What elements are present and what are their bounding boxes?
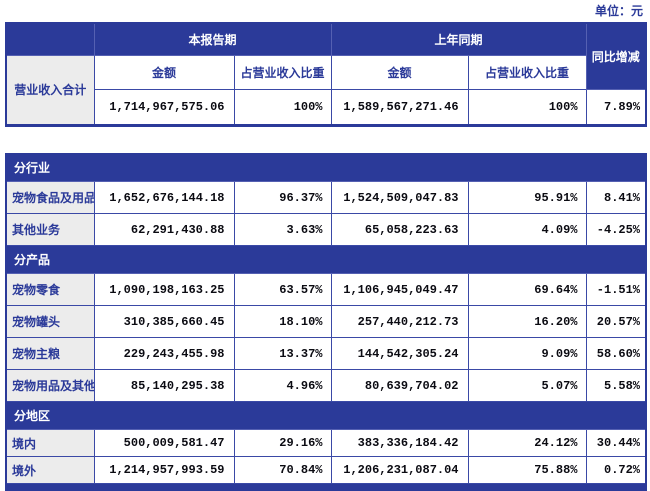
truncated-section-bar [5,483,647,491]
unit-label: 单位：元 [594,4,643,18]
pct-current-cell: 63.57% [233,273,332,306]
table-row: 境外 1,214,957,993.59 70.84% 1,206,231,087… [5,456,647,484]
amount-prior-cell: 257,440,212.73 [330,305,469,338]
table-row: 其他业务 62,291,430.88 3.63% 65,058,223.63 4… [5,213,647,246]
truncated-section-cell [5,483,647,491]
section-header-by-region: 分地区 [5,401,647,430]
amount-current-cell: 1,214,957,993.59 [93,456,235,484]
section-header-by-product: 分产品 [5,245,647,274]
pct-header-prior: 占营业收入比重 [467,54,587,90]
header-spacer-cell [5,22,95,56]
yoy-cell: 0.72% [585,456,647,484]
pct-current-cell: 4.96% [233,369,332,402]
pct-current-cell: 18.10% [233,305,332,338]
pct-current-cell: 70.84% [233,456,332,484]
table-row: 宠物罐头 310,385,660.45 18.10% 257,440,212.7… [5,305,647,338]
row-label: 宠物零食 [5,273,95,306]
pct-prior-cell: 16.20% [467,305,587,338]
table-row: 宠物零食 1,090,198,163.25 63.57% 1,106,945,0… [5,273,647,306]
row-label: 其他业务 [5,213,95,246]
yoy-cell: 7.89% [585,88,647,126]
yoy-cell: 58.60% [585,337,647,370]
yoy-cell: 8.41% [585,181,647,214]
yoy-cell: 20.57% [585,305,647,338]
pct-current-cell: 100% [233,88,332,126]
row-label: 宠物用品及其他 [5,369,95,402]
total-revenue-row: 1,714,967,575.06 100% 1,589,567,271.46 1… [6,88,647,126]
pct-prior-cell: 5.07% [467,369,587,402]
amount-current-cell: 1,652,676,144.18 [93,181,235,214]
pct-current-cell: 96.37% [233,181,332,214]
yoy-change-header: 同比增减 [585,22,647,90]
pct-prior-cell: 4.09% [467,213,587,246]
amount-prior-cell: 80,639,704.02 [330,369,469,402]
yoy-cell: 30.44% [585,429,647,457]
amount-current-cell: 229,243,455.98 [93,337,235,370]
amount-header-current: 金额 [93,54,235,90]
amount-prior-cell: 1,206,231,087.04 [330,456,469,484]
amount-current-cell: 1,714,967,575.06 [93,88,235,126]
pct-current-cell: 29.16% [233,429,332,457]
row-label: 宠物食品及用品 [5,181,95,214]
pct-prior-cell: 100% [467,88,587,126]
current-period-header: 本报告期 [93,22,332,56]
amount-prior-cell: 383,336,184.42 [330,429,469,457]
pct-prior-cell: 95.91% [467,181,587,214]
yoy-cell: -4.25% [585,213,647,246]
table-row: 境内 500,009,581.47 29.16% 383,336,184.42 … [5,429,647,457]
total-revenue-label: 营业收入合计 [5,54,95,126]
amount-current-cell: 310,385,660.45 [93,305,235,338]
amount-prior-cell: 65,058,223.63 [330,213,469,246]
revenue-summary-table: 本报告期 上年同期 同比增减 营业收入合计 金额 占营业收入比重 金额 占营业收… [5,22,648,127]
row-label: 宠物主粮 [5,337,95,370]
prior-period-header: 上年同期 [330,22,587,56]
period-header-row: 本报告期 上年同期 同比增减 [5,22,647,90]
row-label: 境外 [5,456,95,484]
yoy-cell: 5.58% [585,369,647,402]
amount-current-cell: 85,140,295.38 [93,369,235,402]
row-label: 宠物罐头 [5,305,95,338]
amount-prior-cell: 1,524,509,047.83 [330,181,469,214]
pct-current-cell: 13.37% [233,337,332,370]
amount-header-prior: 金额 [330,54,469,90]
amount-prior-cell: 1,106,945,049.47 [330,273,469,306]
sub-header-row: 营业收入合计 金额 占营业收入比重 金额 占营业收入比重 [5,54,646,126]
table-row: 宠物主粮 229,243,455.98 13.37% 144,542,305.2… [5,337,647,370]
section-title: 分地区 [5,401,647,430]
pct-header-current: 占营业收入比重 [233,54,332,90]
amount-current-cell: 62,291,430.88 [93,213,235,246]
pct-prior-cell: 24.12% [467,429,587,457]
amount-prior-cell: 144,542,305.24 [330,337,469,370]
table-gap [0,127,650,153]
section-header-by-industry: 分行业 [5,153,647,182]
section-title: 分行业 [5,153,647,182]
row-label: 境内 [5,429,95,457]
pct-current-cell: 3.63% [233,213,332,246]
table-row: 宠物食品及用品 1,652,676,144.18 96.37% 1,524,50… [5,181,647,214]
pct-prior-cell: 9.09% [467,337,587,370]
table-row: 宠物用品及其他 85,140,295.38 4.96% 80,639,704.0… [5,369,647,402]
section-title: 分产品 [5,245,647,274]
pct-prior-cell: 69.64% [467,273,587,306]
yoy-cell: -1.51% [585,273,647,306]
revenue-breakdown-table: 分行业 宠物食品及用品 1,652,676,144.18 96.37% 1,52… [5,152,648,491]
amount-current-cell: 500,009,581.47 [93,429,235,457]
amount-prior-cell: 1,589,567,271.46 [330,88,469,126]
amount-current-cell: 1,090,198,163.25 [93,273,235,306]
pct-prior-cell: 75.88% [467,456,587,484]
